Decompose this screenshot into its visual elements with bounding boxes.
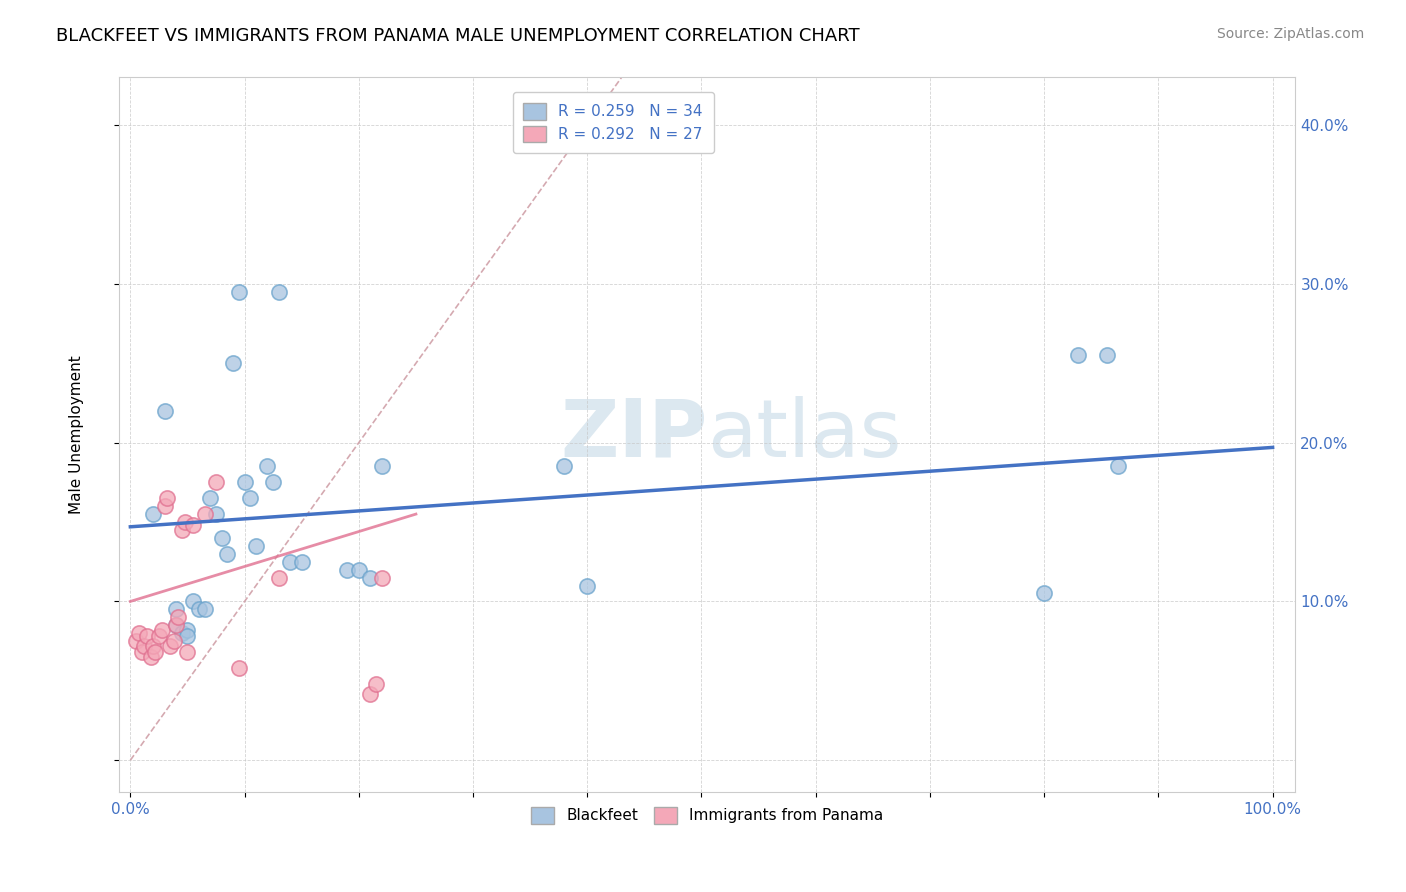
Point	[153, 404, 176, 418]
Point	[148, 629, 170, 643]
Point	[205, 507, 228, 521]
Point	[262, 475, 284, 490]
Point	[194, 602, 217, 616]
Point	[132, 639, 155, 653]
Text: ZIP: ZIP	[560, 396, 707, 474]
Point	[142, 639, 165, 653]
Point	[1095, 348, 1118, 362]
Point	[233, 475, 256, 490]
Point	[150, 623, 173, 637]
Point	[1033, 586, 1056, 600]
Point	[181, 594, 204, 608]
Point	[176, 645, 198, 659]
Point	[205, 475, 228, 490]
Point	[359, 686, 381, 700]
Point	[165, 602, 187, 616]
Point	[576, 578, 599, 592]
Point	[170, 626, 193, 640]
Point	[142, 507, 165, 521]
Point	[159, 639, 181, 653]
Point	[267, 285, 290, 299]
Point	[364, 677, 387, 691]
Point	[200, 491, 222, 506]
Point	[291, 555, 314, 569]
Legend: Blackfeet, Immigrants from Panama: Blackfeet, Immigrants from Panama	[520, 797, 894, 834]
Point	[156, 491, 179, 506]
Text: atlas: atlas	[707, 396, 901, 474]
Point	[131, 645, 153, 659]
Point	[174, 515, 197, 529]
Point	[370, 459, 392, 474]
Point	[278, 555, 301, 569]
Point	[139, 650, 162, 665]
Point	[267, 571, 290, 585]
Point	[1067, 348, 1090, 362]
Point	[217, 547, 239, 561]
Point	[228, 661, 250, 675]
Text: BLACKFEET VS IMMIGRANTS FROM PANAMA MALE UNEMPLOYMENT CORRELATION CHART: BLACKFEET VS IMMIGRANTS FROM PANAMA MALE…	[56, 27, 860, 45]
Point	[170, 523, 193, 537]
Point	[256, 459, 278, 474]
Point	[336, 563, 359, 577]
Point	[167, 610, 190, 624]
Point	[245, 539, 267, 553]
Point	[153, 499, 176, 513]
Point	[553, 459, 575, 474]
Point	[145, 645, 167, 659]
Point	[194, 507, 217, 521]
Point	[165, 618, 187, 632]
Point	[176, 623, 198, 637]
Point	[1107, 459, 1129, 474]
Point	[228, 285, 250, 299]
Point	[239, 491, 262, 506]
Point	[181, 518, 204, 533]
Point	[211, 531, 233, 545]
Point	[176, 629, 198, 643]
Point	[187, 602, 209, 616]
Point	[128, 626, 150, 640]
Y-axis label: Male Unemployment: Male Unemployment	[69, 355, 83, 514]
Point	[347, 563, 370, 577]
Point	[165, 618, 187, 632]
Point	[136, 629, 159, 643]
Point	[370, 571, 392, 585]
Point	[222, 356, 245, 370]
Point	[359, 571, 381, 585]
Point	[163, 634, 186, 648]
Text: Source: ZipAtlas.com: Source: ZipAtlas.com	[1216, 27, 1364, 41]
Point	[125, 634, 148, 648]
